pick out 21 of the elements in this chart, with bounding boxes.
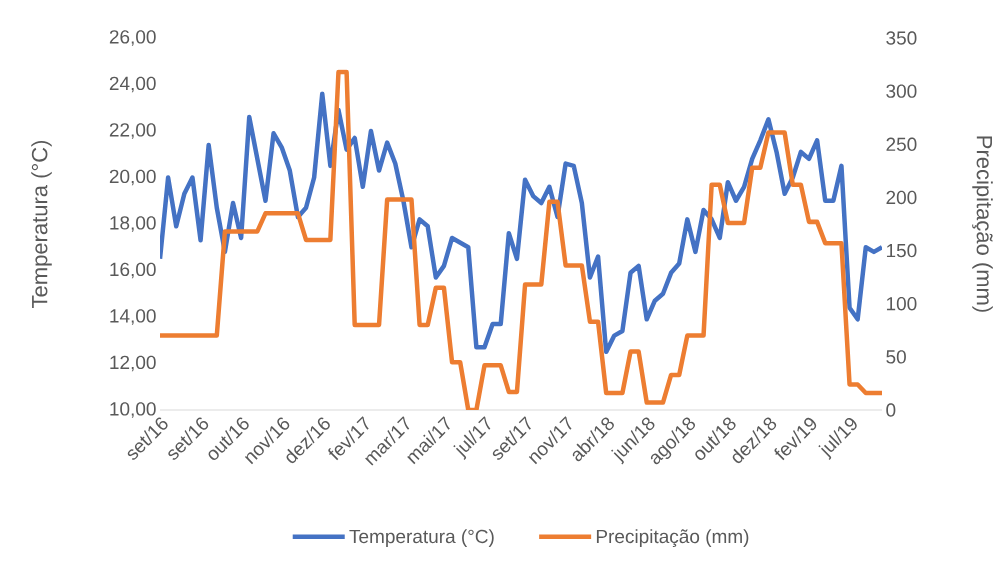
y-tick-label: 24,00 bbox=[109, 76, 156, 93]
y2-tick-label: 150 bbox=[886, 243, 917, 258]
y-tick-label: 22,00 bbox=[109, 123, 156, 139]
y-tick-label: 18,00 bbox=[110, 216, 156, 232]
y2-axis-title: Precipitação (mm) bbox=[972, 136, 993, 312]
y2-tick-label: 350 bbox=[886, 31, 917, 45]
y-tick-label: 12,00 bbox=[110, 355, 156, 372]
y2-tick-label: 200 bbox=[886, 190, 917, 205]
y-tick-label: 10,00 bbox=[110, 402, 156, 418]
legend-label: Temperatura (°C) bbox=[349, 529, 494, 547]
legend-label: Precipitação (mm) bbox=[596, 529, 749, 548]
y2-tick-label: 250 bbox=[886, 137, 917, 152]
y-axis-title: Temperatura (°C) bbox=[31, 140, 52, 308]
y2-tick-label: 0 bbox=[886, 403, 896, 417]
y-tick-label: 20,00 bbox=[109, 169, 156, 186]
y-tick-label: 16,00 bbox=[110, 262, 156, 279]
y-tick-label: 14,00 bbox=[110, 309, 156, 325]
y-tick-label: 26,00 bbox=[109, 30, 156, 46]
y2-tick-label: 300 bbox=[886, 84, 917, 98]
y2-tick-label: 100 bbox=[886, 296, 917, 311]
y2-tick-label: 50 bbox=[886, 350, 906, 364]
